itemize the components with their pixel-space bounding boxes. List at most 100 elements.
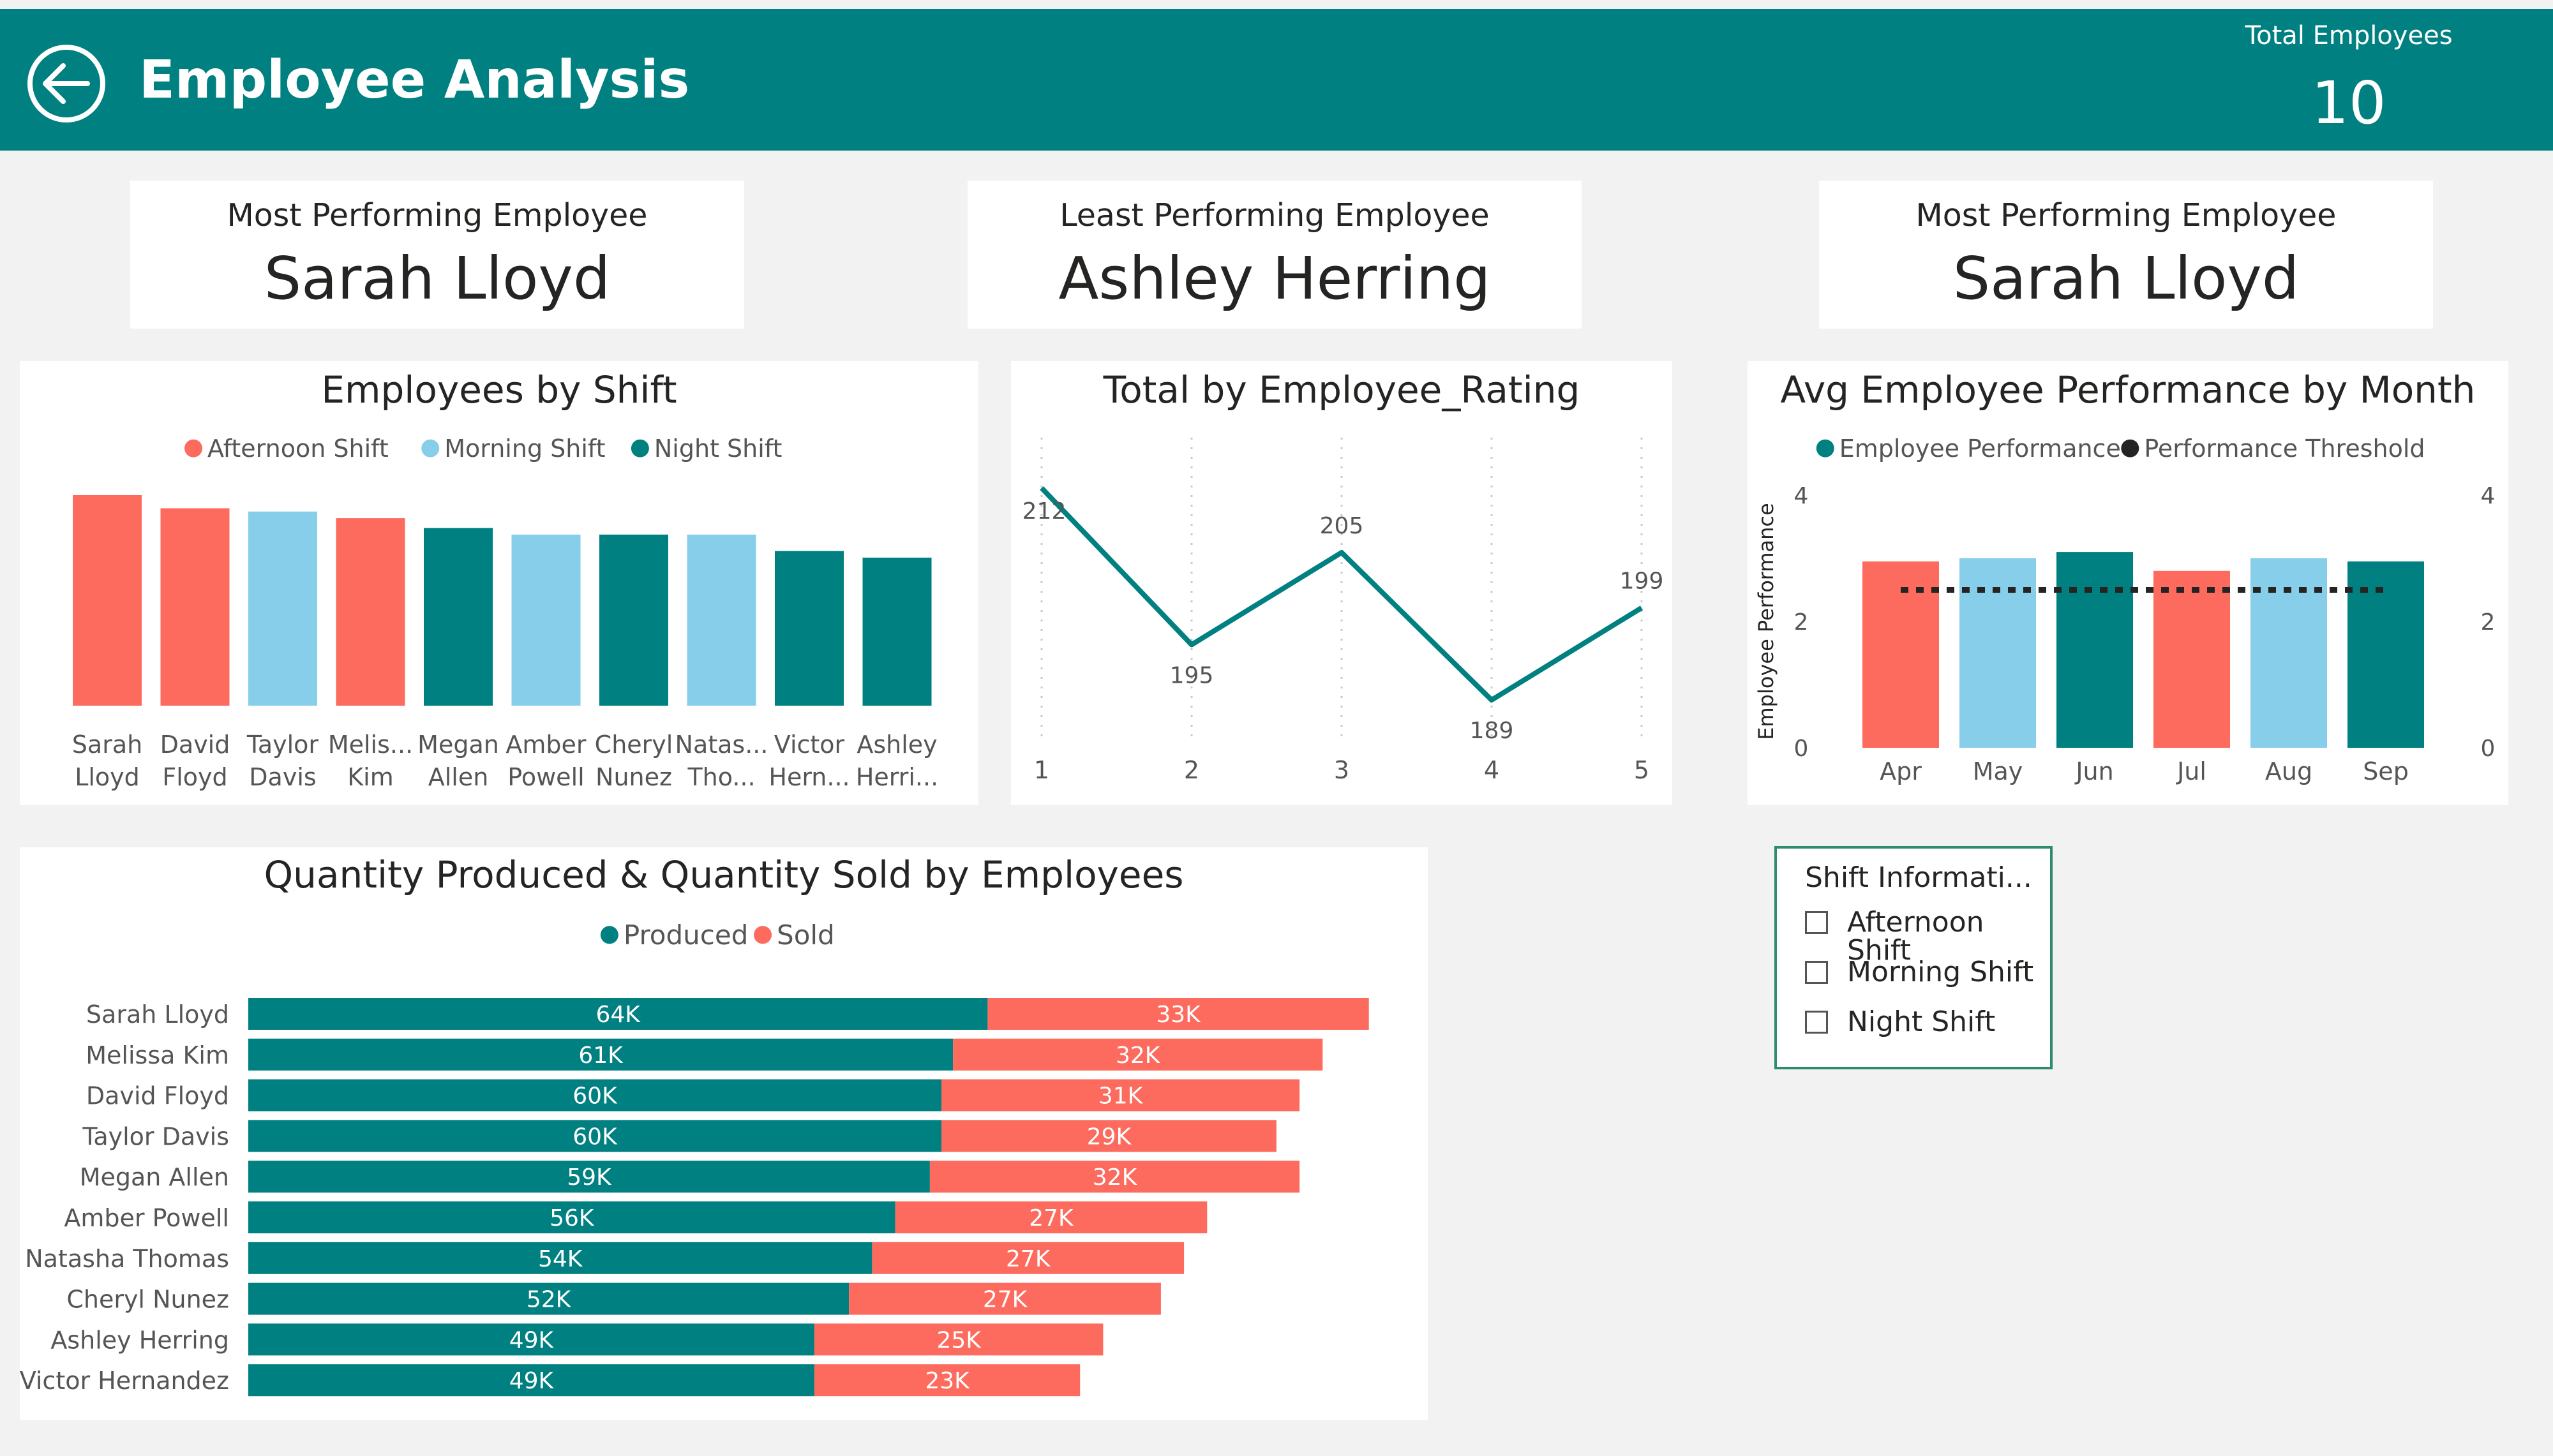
y-tick-label: Ashley Herring [50,1326,229,1354]
employees-by-shift-panel: Employees by Shift Afternoon Shift Mornin… [20,361,978,805]
checkbox[interactable] [1805,961,1828,984]
data-label: 195 [1170,662,1214,688]
bar [2056,552,2133,748]
checkbox[interactable] [1805,911,1828,934]
most-performing-card-2: Most Performing Employee Sarah Lloyd [1819,181,2433,329]
produced-bar [248,1201,895,1233]
x-tick-label: Nunez [595,763,672,791]
legend-marker [631,439,649,457]
y-tick-label: 0 [1794,736,1809,762]
performance-by-month-chart: Employee Performance Performance Threshol… [1754,435,2496,785]
employees-by-shift-chart: Afternoon Shift Morning Shift Night Shift S… [72,435,938,791]
legend-label: Performance Threshold [2144,435,2425,463]
legend-label: Produced [624,919,749,951]
checkbox[interactable] [1805,1011,1828,1034]
slicer-option-morning[interactable]: Morning Shift [1805,955,2048,993]
x-tick-label: Kim [347,763,394,791]
produced-bar [248,1161,930,1193]
x-tick-label: Jul [2176,757,2206,785]
bar [599,534,668,706]
x-tick-label: Cheryl [595,731,673,759]
total-employees-value: 10 [2311,69,2386,137]
legend-label: Night Shift [654,435,782,463]
card-title: Most Performing Employee [1915,197,2337,234]
rating-panel: Total by Employee_Rating 1 2 3 4 5 212 195 205 1… [1011,361,1672,805]
y-tick-label: Amber Powell [64,1204,229,1232]
performance-panel: Avg Employee Performance by Month Employ… [1748,361,2508,805]
y-axis-title: Employee Performance [1754,503,1778,739]
data-label: 49K [509,1368,555,1394]
y-tick-label: 2 [1794,609,1809,635]
x-tick-label: May [1973,757,2023,785]
data-label: 59K [567,1164,612,1191]
x-tick-label: 4 [1484,756,1499,784]
legend-marker [421,439,440,457]
produced-bar [248,1038,954,1071]
x-tick-label: 2 [1184,756,1199,784]
data-label: 27K [983,1287,1028,1313]
bar [336,518,405,706]
quantity-chart: Produced Sold Sarah Lloyd 64K 33K Melissa Kim… [20,919,1369,1397]
y-tick-label: David Floyd [86,1082,229,1110]
data-label: 54K [538,1246,583,1272]
rating-line [1040,486,1643,703]
produced-bar [248,1364,814,1397]
data-label: 212 [1022,498,1067,524]
data-label: 60K [573,1083,618,1110]
sold-bar [849,1282,1161,1315]
x-tick-label: Natas... [675,731,768,759]
bar [687,534,756,706]
bar [2250,558,2327,748]
legend-marker [754,926,772,944]
card-title: Least Performing Employee [1059,197,1490,234]
card-value: Sarah Lloyd [1952,244,2300,313]
legend-label: Morning Shift [444,435,605,463]
y-tick-label: Melissa Kim [86,1041,229,1069]
legend-marker [600,926,618,944]
x-tick-label: Taylor [246,731,319,759]
y-tick-label: Taylor Davis [82,1122,229,1150]
y2-tick-label: 2 [2481,609,2496,635]
chart-title: Quantity Produced & Quantity Sold by Emp… [264,853,1184,896]
data-label: 27K [1029,1205,1074,1231]
data-label: 189 [1470,718,1514,744]
bar [2153,570,2230,748]
sold-bar [895,1201,1208,1233]
produced-bar [248,1079,941,1111]
legend-marker [1816,439,1834,457]
back-arrow-icon [27,45,105,123]
x-tick-label: Sep [2363,757,2409,785]
x-tick-label: Amber [505,731,587,759]
sold-bar [941,1079,1300,1111]
data-label: 199 [1620,568,1664,595]
x-tick-label: Powell [507,763,584,791]
produced-bar [248,998,988,1030]
page-title: Employee Analysis [139,50,690,110]
bar [775,551,844,706]
data-label: 23K [925,1368,970,1394]
x-tick-label: Lloyd [75,763,140,791]
sold-bar [941,1120,1276,1152]
x-tick-label: David [160,731,230,759]
slicer-option-afternoon[interactable]: Afternoon Shift [1805,905,2048,965]
x-tick-label: 1 [1034,756,1049,784]
header-bar [0,9,2553,151]
data-label: 52K [527,1287,572,1313]
x-tick-label: 5 [1634,756,1649,784]
y-tick-label: Sarah Lloyd [86,1000,229,1029]
slicer-option-night[interactable]: Night Shift [1805,1004,2048,1043]
data-label: 64K [595,1002,641,1028]
back-button[interactable] [26,43,107,124]
y2-tick-label: 4 [2481,483,2496,509]
y-tick-label: Megan Allen [80,1163,229,1191]
x-tick-label: Victor [774,731,845,759]
data-label: 32K [1093,1164,1138,1191]
total-employees-label: Total Employees [2245,21,2453,50]
x-tick-label: Allen [428,763,489,791]
slicer-option-label: Night Shift [1847,1006,1996,1038]
bar [73,495,142,706]
sold-bar [814,1364,1081,1397]
data-label: 25K [936,1327,982,1353]
data-label: 49K [509,1327,555,1353]
chart-title: Employees by Shift [321,368,677,412]
